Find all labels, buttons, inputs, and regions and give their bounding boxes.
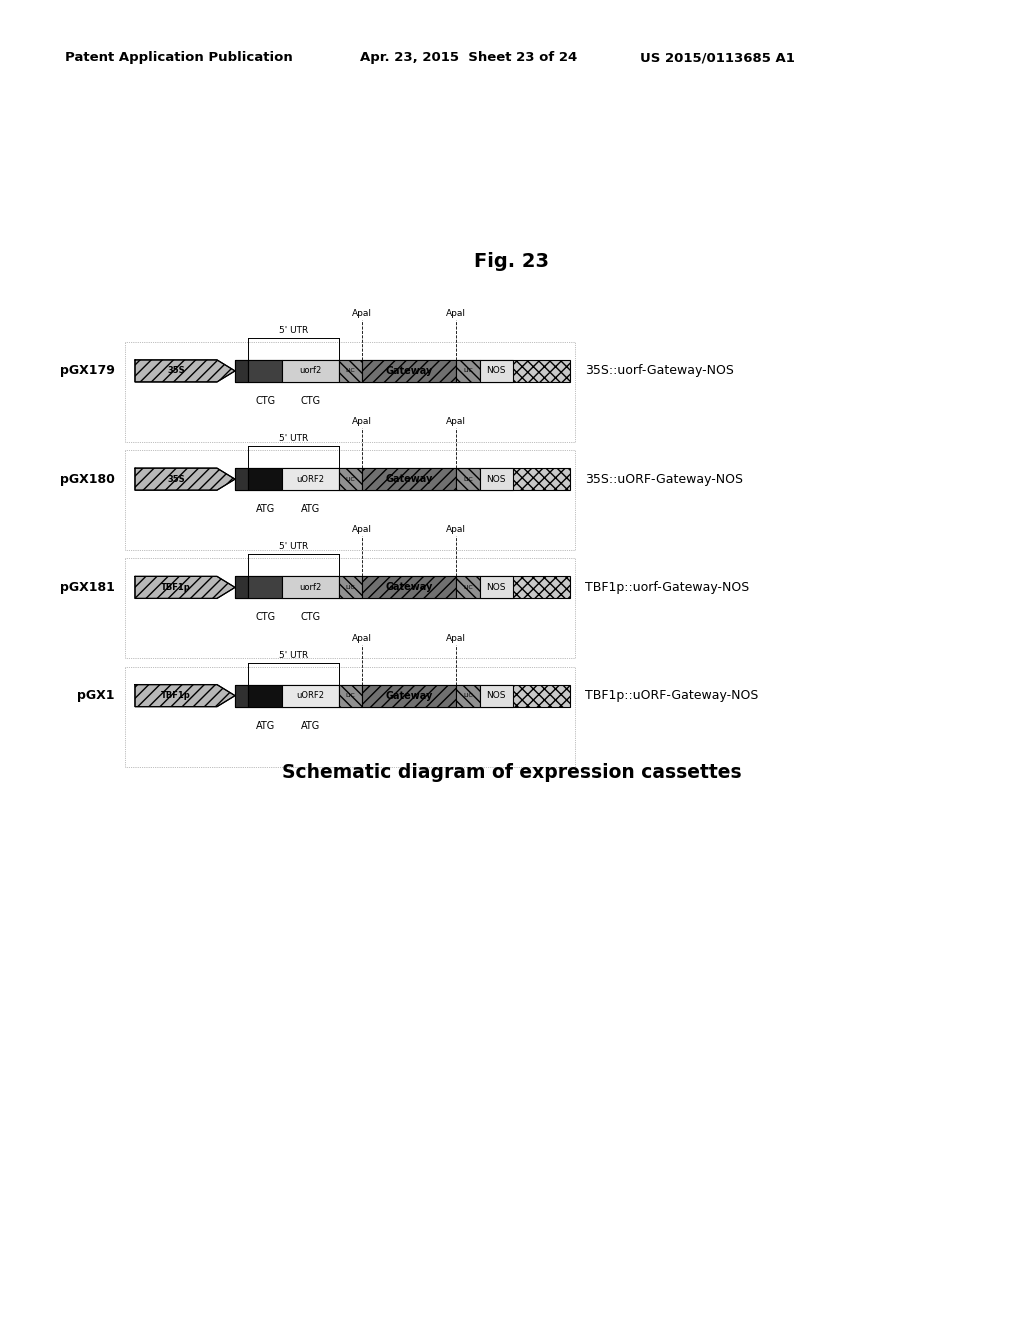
Bar — [234, 469, 570, 490]
Text: LIC: LIC — [346, 368, 355, 374]
Bar — [339, 577, 362, 598]
Polygon shape — [135, 685, 234, 706]
Text: ApaI: ApaI — [352, 525, 373, 535]
Text: ApaI: ApaI — [446, 417, 466, 426]
Text: NOS: NOS — [486, 692, 506, 700]
Text: 5' UTR: 5' UTR — [279, 543, 308, 552]
Text: uORF2: uORF2 — [296, 475, 325, 483]
Bar — [456, 577, 479, 598]
Text: TBF1p: TBF1p — [161, 583, 190, 591]
Text: ApaI: ApaI — [352, 634, 373, 643]
Bar — [339, 469, 362, 490]
Bar — [282, 685, 339, 706]
Text: Gateway: Gateway — [385, 366, 433, 376]
Bar — [479, 469, 513, 490]
Bar — [249, 469, 282, 490]
Text: pGX181: pGX181 — [60, 581, 115, 594]
Text: LIC: LIC — [346, 585, 355, 590]
Bar — [339, 685, 362, 706]
Bar — [282, 469, 339, 490]
Bar — [362, 577, 456, 598]
Text: ApaI: ApaI — [446, 634, 466, 643]
Text: LIC: LIC — [463, 693, 473, 698]
Polygon shape — [135, 360, 234, 381]
Bar — [234, 360, 249, 381]
Bar — [456, 360, 479, 381]
Text: LIC: LIC — [463, 585, 473, 590]
Bar — [339, 360, 362, 381]
Bar — [282, 577, 339, 598]
Text: Gateway: Gateway — [385, 582, 433, 593]
Text: uORF2: uORF2 — [296, 692, 325, 700]
Text: ApaI: ApaI — [446, 309, 466, 318]
Bar — [234, 577, 249, 598]
Text: CTG: CTG — [300, 396, 321, 407]
Text: ApaI: ApaI — [352, 309, 373, 318]
Text: uorf2: uorf2 — [299, 367, 322, 375]
Text: Schematic diagram of expression cassettes: Schematic diagram of expression cassette… — [283, 763, 741, 781]
Text: 35S: 35S — [167, 367, 184, 375]
Polygon shape — [135, 577, 234, 598]
Bar — [362, 469, 456, 490]
Text: TBF1p::uorf-Gateway-NOS: TBF1p::uorf-Gateway-NOS — [585, 581, 750, 594]
Bar — [249, 577, 282, 598]
Text: pGX179: pGX179 — [60, 364, 115, 378]
Text: Gateway: Gateway — [385, 690, 433, 701]
Text: LIC: LIC — [346, 693, 355, 698]
Bar — [234, 577, 570, 598]
Text: Patent Application Publication: Patent Application Publication — [65, 51, 293, 65]
Text: Fig. 23: Fig. 23 — [474, 252, 550, 271]
Text: CTG: CTG — [255, 612, 275, 623]
Bar — [479, 685, 513, 706]
Bar — [234, 685, 249, 706]
Text: ATG: ATG — [301, 721, 319, 731]
Text: TBF1p::uORF-Gateway-NOS: TBF1p::uORF-Gateway-NOS — [585, 689, 759, 702]
Bar — [456, 685, 479, 706]
Bar — [362, 685, 456, 706]
Text: ATG: ATG — [301, 504, 319, 515]
Bar — [249, 685, 282, 706]
Bar — [282, 360, 339, 381]
Bar — [249, 360, 282, 381]
Text: TBF1p: TBF1p — [161, 692, 190, 700]
Polygon shape — [135, 685, 234, 706]
Text: 35S::uorf-Gateway-NOS: 35S::uorf-Gateway-NOS — [585, 364, 734, 378]
Text: uorf2: uorf2 — [299, 583, 322, 591]
Text: ATG: ATG — [256, 721, 274, 731]
Polygon shape — [135, 360, 234, 381]
Bar — [234, 360, 570, 381]
Text: 5' UTR: 5' UTR — [279, 326, 308, 335]
Text: NOS: NOS — [486, 367, 506, 375]
Bar — [479, 360, 513, 381]
Bar — [234, 685, 570, 706]
Text: US 2015/0113685 A1: US 2015/0113685 A1 — [640, 51, 795, 65]
Text: ApaI: ApaI — [352, 417, 373, 426]
Text: pGX1: pGX1 — [78, 689, 115, 702]
Text: LIC: LIC — [463, 477, 473, 482]
Bar — [479, 577, 513, 598]
Text: Gateway: Gateway — [385, 474, 433, 484]
Text: Apr. 23, 2015  Sheet 23 of 24: Apr. 23, 2015 Sheet 23 of 24 — [360, 51, 578, 65]
Polygon shape — [135, 469, 234, 490]
Text: ApaI: ApaI — [446, 525, 466, 535]
Polygon shape — [135, 469, 234, 490]
Text: CTG: CTG — [300, 612, 321, 623]
Text: 35S::uORF-Gateway-NOS: 35S::uORF-Gateway-NOS — [585, 473, 743, 486]
Text: pGX180: pGX180 — [60, 473, 115, 486]
Text: 5' UTR: 5' UTR — [279, 651, 308, 660]
Polygon shape — [135, 577, 234, 598]
Bar — [362, 360, 456, 381]
Text: NOS: NOS — [486, 475, 506, 483]
Text: ATG: ATG — [256, 504, 274, 515]
Bar — [456, 469, 479, 490]
Text: 5' UTR: 5' UTR — [279, 434, 308, 444]
Text: CTG: CTG — [255, 396, 275, 407]
Bar — [234, 469, 249, 490]
Text: LIC: LIC — [346, 477, 355, 482]
Text: 35S: 35S — [167, 475, 184, 483]
Text: NOS: NOS — [486, 583, 506, 591]
Text: LIC: LIC — [463, 368, 473, 374]
